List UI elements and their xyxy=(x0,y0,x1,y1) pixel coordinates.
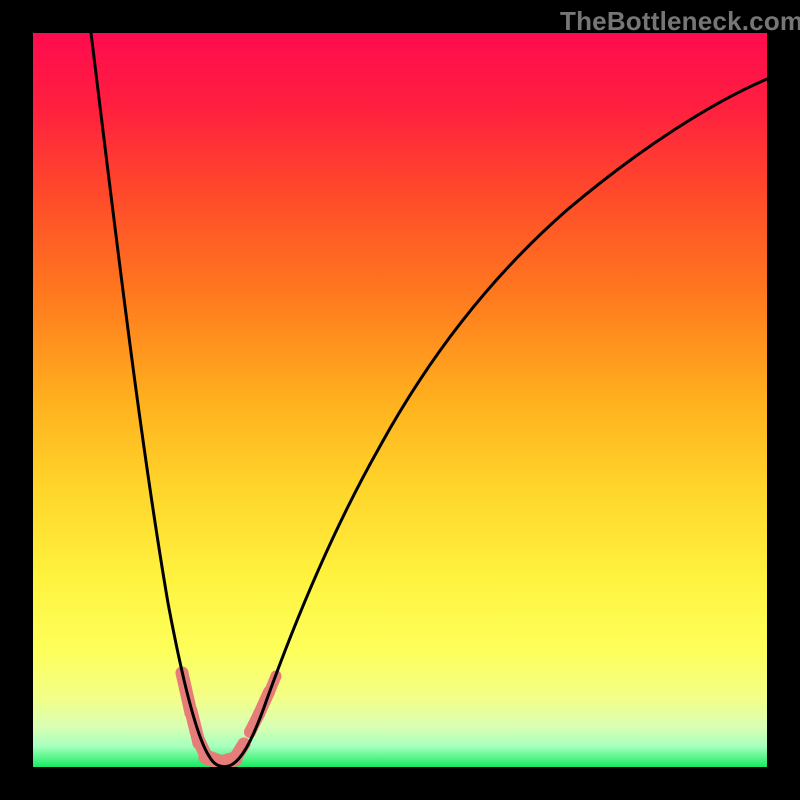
marker-group-0 xyxy=(176,667,251,768)
watermark-text: TheBottleneck.com xyxy=(560,6,800,37)
plot-area xyxy=(33,33,767,767)
marker-group-1 xyxy=(244,671,282,739)
curve-layer xyxy=(33,33,767,767)
bottleneck-curve xyxy=(91,33,767,767)
chart-stage: TheBottleneck.com xyxy=(0,0,800,800)
